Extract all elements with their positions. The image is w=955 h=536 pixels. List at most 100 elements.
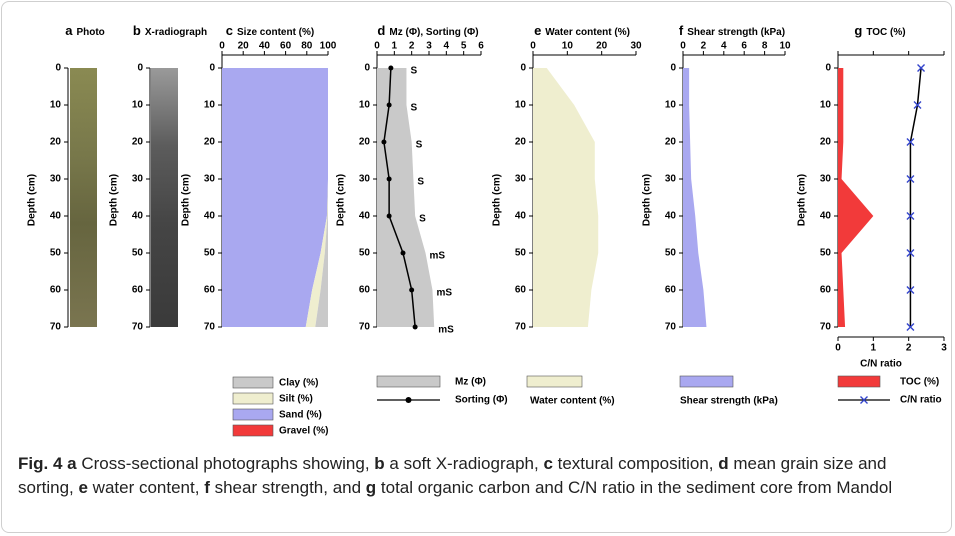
panel-title: d Mz (Φ), Sorting (Φ): [377, 23, 478, 38]
panel-letter: g: [854, 23, 862, 38]
y-tick-label: 20: [50, 137, 62, 148]
y-tick-label: 40: [50, 211, 62, 222]
y-tick-label: 0: [209, 63, 215, 74]
caption-text: total organic carbon and C/N ratio in th…: [376, 478, 893, 497]
panel-letter: e: [534, 23, 541, 38]
caption-text: Cross-sectional photographs showing,: [76, 454, 375, 473]
panel-title: e Water content (%): [534, 23, 630, 38]
panel-title-text: X-radiograph: [145, 27, 207, 38]
y-tick-label: 20: [820, 137, 832, 148]
legend-label: Gravel (%): [279, 426, 328, 437]
y-tick-label: 0: [55, 63, 61, 74]
y-tick-label: 10: [359, 100, 371, 111]
x-tick-label: 3: [941, 343, 947, 354]
x-tick-label: 5: [461, 41, 467, 52]
x-tick-label: 0: [219, 41, 225, 52]
area: [222, 68, 328, 327]
y-tick-label: 50: [132, 248, 144, 259]
y-tick-label: 10: [132, 100, 144, 111]
marker-stroke: [906, 212, 915, 220]
y-axis-label: Depth (cm): [492, 174, 503, 226]
legend-marker: [860, 396, 868, 404]
plot-area: [683, 68, 707, 327]
area: [305, 68, 328, 327]
panel-title: c Size content (%): [226, 23, 314, 38]
marker-stroke: [917, 64, 926, 72]
x-tick-label: 0: [374, 41, 380, 52]
point-label: S: [419, 214, 426, 225]
x-tick-label: 20: [238, 41, 250, 52]
y-tick-label: 0: [670, 63, 676, 74]
legend-label: Sand (%): [279, 410, 322, 421]
y-tick-label: 10: [515, 100, 527, 111]
panel-letter: f: [679, 23, 684, 38]
x-tick-label: 10: [562, 41, 574, 52]
legend-label: Clay (%): [279, 378, 318, 389]
panel-title-text: Photo: [76, 27, 104, 38]
panel-title-text: Mz (Φ), Sorting (Φ): [389, 27, 478, 38]
x-tick-label: 4: [721, 41, 727, 52]
y-tick-label: 60: [665, 285, 677, 296]
area: [315, 68, 328, 327]
point-label: mS: [436, 288, 452, 299]
legend-swatch: [837, 375, 881, 388]
legend-swatch: [526, 375, 583, 388]
panel-letter: d: [377, 23, 385, 38]
point-label: S: [417, 177, 424, 188]
y-axis-label: Depth (cm): [109, 174, 120, 226]
caption-text: water content,: [87, 478, 205, 497]
marker: [913, 101, 922, 109]
x-tick-label: 2: [906, 343, 912, 354]
y-axis-label: Depth (cm): [181, 174, 192, 226]
legend-swatch: [232, 392, 274, 405]
marker: [917, 64, 926, 72]
core-photo: [70, 68, 97, 327]
caption-letter: a: [67, 454, 77, 473]
y-tick-label: 30: [665, 174, 677, 185]
marker-stroke: [906, 323, 915, 331]
panel-title-text: Shear strength (kPa): [687, 27, 785, 38]
marker-stroke: [913, 101, 922, 109]
y-tick-label: 70: [820, 322, 832, 333]
legend-label: C/N ratio: [900, 395, 942, 406]
y-tick-label: 50: [50, 248, 62, 259]
x-tick-label: 40: [259, 41, 271, 52]
area: [533, 68, 599, 327]
panel-title-text: Size content (%): [237, 27, 314, 38]
y-tick-label: 20: [359, 137, 371, 148]
marker: [386, 176, 392, 182]
caption: Fig. 4 a Cross-sectional photographs sho…: [18, 452, 943, 500]
y-tick-label: 40: [132, 211, 144, 222]
caption-letter: c: [543, 454, 553, 473]
marker: [906, 323, 915, 331]
marker-stroke: [906, 175, 915, 183]
y-tick-label: 60: [50, 285, 62, 296]
caption-label: Fig. 4: [18, 454, 63, 473]
marker: [386, 213, 392, 219]
y-axis-label: Depth (cm): [642, 174, 653, 226]
legend-label: Water content (%): [530, 396, 615, 407]
y-tick-label: 10: [204, 100, 216, 111]
point-label: mS: [430, 251, 446, 262]
x-tick-label: 8: [762, 41, 768, 52]
marker: [388, 65, 394, 71]
legend-label: TOC (%): [900, 377, 939, 388]
plot-area: [222, 68, 328, 327]
caption-letter: d: [718, 454, 729, 473]
caption-letter: f: [204, 478, 210, 497]
legend-swatch: [679, 375, 734, 388]
y-tick-label: 30: [820, 174, 832, 185]
x-tick-label: 30: [630, 41, 642, 52]
y-tick-label: 0: [137, 63, 143, 74]
panel-title: g TOC (%): [854, 23, 905, 38]
y-tick-label: 50: [515, 248, 527, 259]
y-axis-label: Depth (cm): [27, 174, 38, 226]
panel-letter: a: [65, 23, 73, 38]
x-radiograph: [151, 68, 178, 327]
legend-swatch: [232, 376, 274, 389]
y-tick-label: 70: [359, 322, 371, 333]
marker: [400, 250, 406, 256]
marker-stroke: [906, 138, 915, 146]
y-tick-label: 30: [204, 174, 216, 185]
